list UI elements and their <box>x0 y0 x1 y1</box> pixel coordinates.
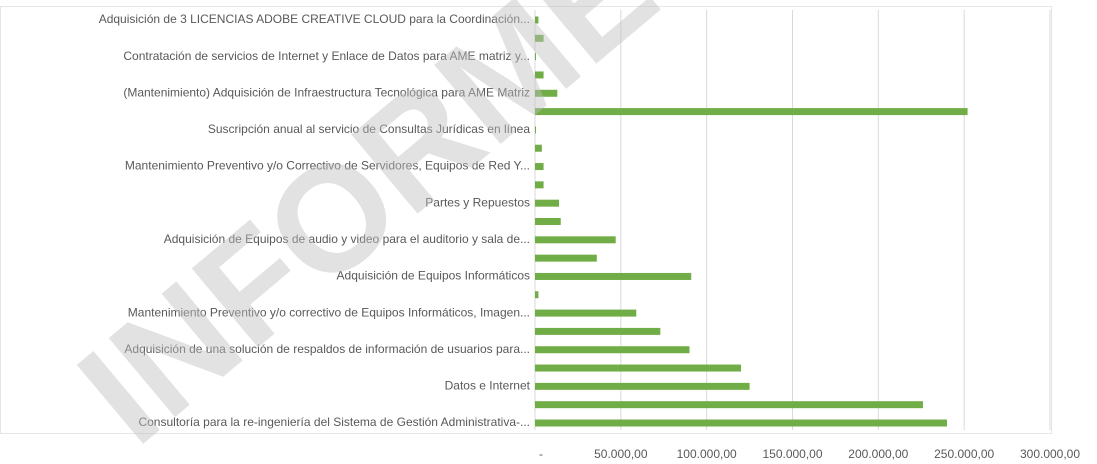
y-tick-label: Adquisición de Equipos de audio y video … <box>164 232 530 246</box>
chart-border <box>0 6 1052 434</box>
bar <box>535 327 661 335</box>
y-tick-label: Mantenimiento Preventivo y/o correctivo … <box>128 305 530 319</box>
bar <box>535 53 536 61</box>
bar <box>535 34 544 42</box>
bar <box>535 364 741 372</box>
y-tick-label: Adquisición de 3 LICENCIAS ADOBE CREATIV… <box>99 12 530 26</box>
bar <box>535 346 690 354</box>
x-tick-label: 200.000,00 <box>848 447 908 461</box>
bar <box>535 16 539 24</box>
bar <box>535 291 539 299</box>
bar <box>535 89 558 97</box>
bar <box>535 71 544 79</box>
bar <box>535 199 560 207</box>
y-tick-label: Partes y Repuestos <box>425 195 530 209</box>
y-tick-label: Adquisición de Equipos Informáticos <box>337 269 530 283</box>
y-tick-label: Suscripción anual al servicio de Consult… <box>208 122 530 136</box>
bar <box>535 163 544 171</box>
x-tick-label: - <box>539 447 543 461</box>
bar <box>535 419 947 427</box>
bar <box>535 254 597 262</box>
bar <box>535 126 536 134</box>
watermark: INFORME <box>48 0 686 464</box>
y-tick-label: Adquisición de una solución de respaldos… <box>124 342 530 356</box>
y-tick-label: Mantenimiento Preventivo y/o Correctivo … <box>125 159 530 173</box>
bar <box>535 108 968 116</box>
bar <box>535 218 561 225</box>
x-tick-label: 100.000,00 <box>677 447 737 461</box>
x-tick-label: 150.000,00 <box>762 447 822 461</box>
bar <box>535 401 923 409</box>
bar <box>535 309 637 317</box>
y-tick-label: Consultoría para la re-ingeniería del Si… <box>138 415 530 429</box>
x-tick-label: 300.000,00 <box>1020 447 1080 461</box>
bar <box>535 144 542 152</box>
y-tick-label: Datos e Internet <box>445 379 531 393</box>
bar <box>535 236 616 244</box>
bar <box>535 272 692 280</box>
bar <box>535 382 750 390</box>
x-tick-label: 50.000,00 <box>594 447 648 461</box>
y-tick-label: Contratación de servicios de Internet y … <box>123 49 530 63</box>
x-tick-label: 250.000,00 <box>934 447 994 461</box>
bar <box>535 181 544 189</box>
y-tick-label: (Mantenimiento) Adquisición de Infraestr… <box>123 85 530 99</box>
